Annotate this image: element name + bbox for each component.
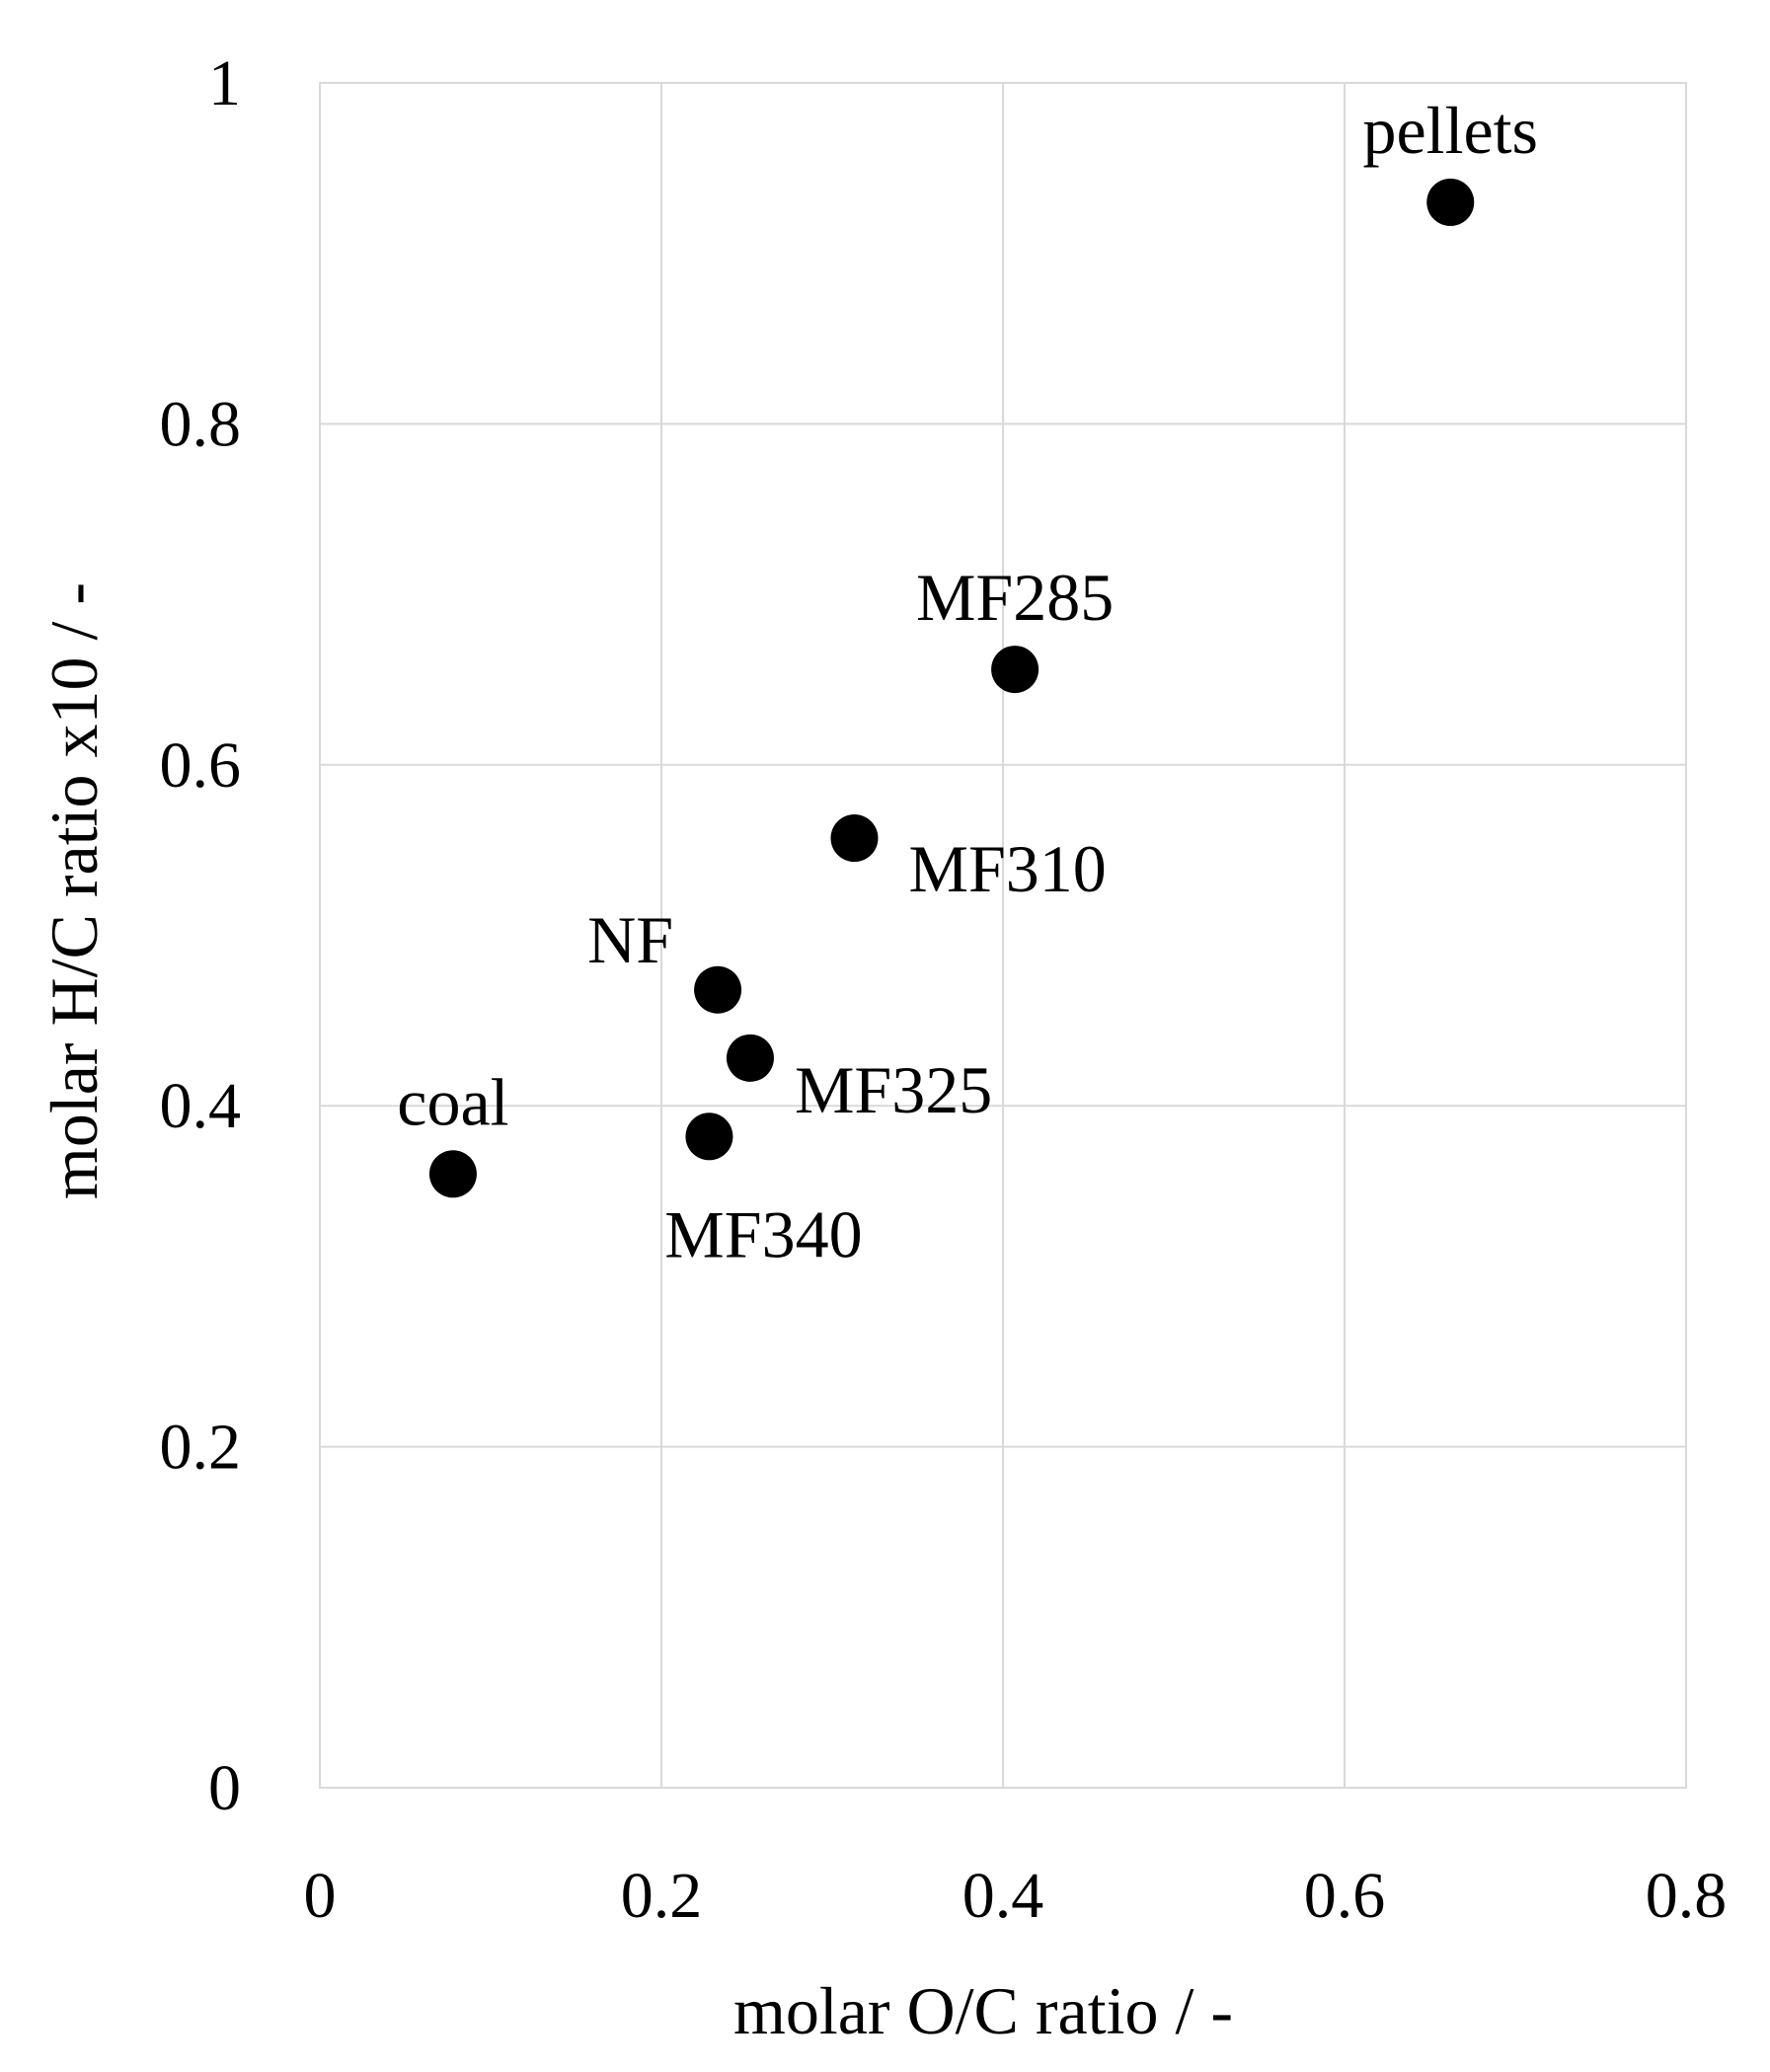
y-tick-label: 0.6 bbox=[160, 729, 242, 802]
data-label-pellets: pellets bbox=[1363, 93, 1539, 168]
y-tick-label: 1 bbox=[208, 47, 241, 119]
gridlines bbox=[319, 82, 1687, 1789]
data-point-mf285 bbox=[991, 646, 1039, 694]
x-tick-label: 0.6 bbox=[1304, 1860, 1386, 1932]
data-label-nf: NF bbox=[587, 902, 673, 977]
x-tick-label: 0.4 bbox=[962, 1860, 1044, 1932]
x-tick-label: 0 bbox=[304, 1860, 337, 1932]
data-point-nf bbox=[694, 965, 742, 1014]
y-axis-title: molar H/C ratio x10 / - bbox=[37, 582, 112, 1199]
data-label-coal: coal bbox=[397, 1064, 508, 1139]
y-tick-label: 0 bbox=[208, 1752, 241, 1824]
data-points: pellets MF285 MF310 NF MF325 MF340 coal bbox=[397, 93, 1538, 1271]
data-label-mf310: MF310 bbox=[908, 831, 1106, 906]
x-tick-label: 0.8 bbox=[1646, 1860, 1728, 1932]
x-axis-title: molar O/C ratio / - bbox=[733, 1973, 1233, 2048]
data-point-mf325 bbox=[726, 1034, 774, 1082]
data-label-mf340: MF340 bbox=[664, 1196, 862, 1271]
data-point-mf310 bbox=[830, 814, 879, 863]
data-label-mf285: MF285 bbox=[916, 560, 1114, 635]
y-tick-label: 0.2 bbox=[160, 1412, 242, 1484]
plot-area-frame bbox=[319, 82, 1687, 1789]
data-point-coal bbox=[428, 1150, 477, 1198]
data-point-mf340 bbox=[685, 1113, 733, 1161]
data-label-mf325: MF325 bbox=[795, 1052, 992, 1127]
data-point-pellets bbox=[1426, 178, 1475, 226]
x-tick-label: 0.2 bbox=[621, 1860, 703, 1932]
axis-ticks: 0 0.2 0.4 0.6 0.8 0 0.2 0.4 0.6 0.8 1 bbox=[160, 47, 1728, 1932]
y-tick-label: 0.8 bbox=[160, 388, 242, 460]
y-tick-label: 0.4 bbox=[160, 1070, 242, 1142]
